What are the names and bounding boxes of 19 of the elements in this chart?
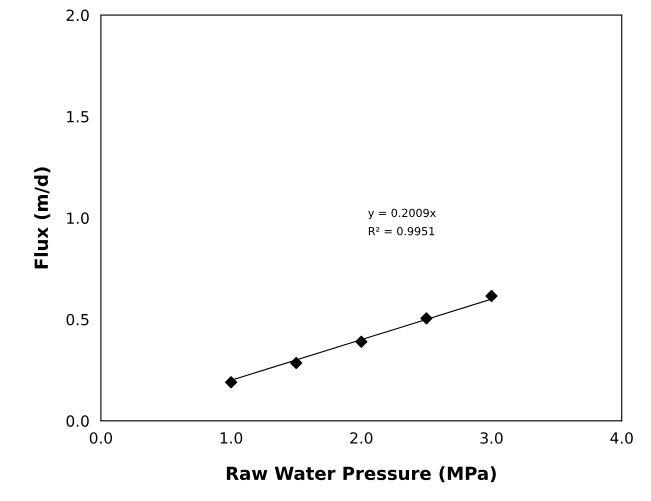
y-tick-label: 0.5 [66,314,88,326]
y-tick-label: 2.0 [66,9,89,22]
y-tick-label: 1.5 [67,111,88,123]
y-tick-label: 0.0 [66,415,89,427]
annotation: R² = 0.9951 [368,226,434,236]
x-tick-label: 3.0 [480,432,503,444]
annotation: y = 0.2009x [368,208,436,220]
x-tick-label: 1.0 [220,432,242,444]
point [485,290,498,302]
x-tick-label: 0.0 [90,432,112,444]
point [225,376,238,388]
y-tick-label: 1.0 [67,212,89,224]
y-axis-title: Flux (m/d) [34,167,50,268]
point [420,312,432,324]
x-tick-label: 4.0 [610,432,633,444]
point [355,336,368,348]
x-axis-title: Raw Water Pressure (MPa) [226,466,496,482]
point [290,356,302,370]
x-tick-label: 2.0 [350,432,372,444]
